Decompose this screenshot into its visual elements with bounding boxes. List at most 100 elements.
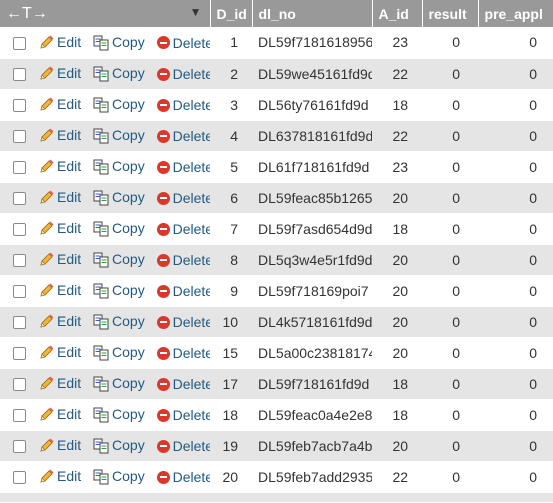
edit-button[interactable]: Edit: [38, 34, 81, 51]
delete-button[interactable]: Delete: [156, 97, 210, 113]
edit-button[interactable]: Edit: [38, 375, 81, 392]
copy-button[interactable]: Copy: [93, 313, 145, 330]
delete-button[interactable]: Delete: [156, 159, 210, 175]
column-header-d-id[interactable]: D_id: [210, 0, 253, 27]
delete-icon: [156, 253, 170, 267]
cell-a-id: 20: [392, 251, 409, 268]
delete-label: Delete: [172, 344, 211, 361]
delete-button[interactable]: Delete: [156, 35, 210, 51]
cell-pre-appl: 0: [529, 34, 538, 51]
cell-pre-appl: 0: [529, 251, 538, 268]
cell-dl-no: DL5q3w4e5r1fd9d: [258, 251, 373, 268]
row-checkbox[interactable]: [12, 68, 26, 82]
copy-button[interactable]: Copy: [93, 127, 145, 144]
row-checkbox[interactable]: [12, 440, 26, 454]
copy-button[interactable]: Copy: [93, 96, 145, 113]
row-actions: Edit Copy Delete: [38, 182, 210, 213]
column-resize-arrows[interactable]: ←T→ ▼: [0, 0, 211, 27]
row-checkbox[interactable]: [12, 471, 26, 485]
table-row: Edit Copy Delete 10 DL4k5718161fd9d 20 0…: [0, 306, 553, 337]
cell-d-id: 9: [230, 282, 239, 299]
cell-a-id: 20: [392, 344, 409, 361]
edit-button[interactable]: Edit: [38, 220, 81, 237]
row-actions: Edit Copy Delete: [38, 430, 210, 461]
row-checkbox[interactable]: [12, 409, 26, 423]
delete-icon: [156, 67, 170, 81]
column-header-dl-no[interactable]: dl_no: [252, 0, 373, 27]
delete-button[interactable]: Delete: [156, 469, 210, 485]
edit-button[interactable]: Edit: [38, 65, 81, 82]
copy-label: Copy: [112, 251, 145, 268]
row-checkbox[interactable]: [12, 130, 26, 144]
delete-button[interactable]: Delete: [156, 190, 210, 206]
delete-button[interactable]: Delete: [156, 128, 210, 144]
arrows-label: ←T→: [6, 4, 48, 22]
delete-button[interactable]: Delete: [156, 283, 210, 299]
row-checkbox[interactable]: [12, 37, 26, 51]
delete-label: Delete: [172, 406, 211, 423]
cell-dl-no: DL59feb7acb7a4b: [258, 437, 373, 454]
delete-button[interactable]: Delete: [156, 252, 210, 268]
row-checkbox[interactable]: [12, 99, 26, 113]
row-select-cell: [0, 27, 38, 58]
delete-button[interactable]: Delete: [156, 406, 211, 423]
edit-button[interactable]: Edit: [38, 96, 81, 113]
edit-button[interactable]: Edit: [38, 127, 81, 144]
copy-button[interactable]: Copy: [93, 251, 145, 268]
edit-button[interactable]: Edit: [38, 437, 81, 454]
edit-button[interactable]: Edit: [38, 313, 81, 330]
cell-d-id: 18: [222, 406, 239, 423]
delete-button[interactable]: Delete: [156, 344, 211, 361]
edit-button[interactable]: Edit: [38, 406, 81, 423]
delete-icon: [156, 129, 170, 143]
copy-label: Copy: [112, 189, 145, 206]
edit-button[interactable]: Edit: [38, 251, 81, 268]
row-checkbox[interactable]: [12, 347, 26, 361]
edit-button[interactable]: Edit: [38, 468, 81, 485]
row-checkbox[interactable]: [12, 285, 26, 299]
row-actions: Edit Copy Delete: [38, 461, 210, 492]
delete-button[interactable]: Delete: [156, 221, 210, 237]
copy-button[interactable]: Copy: [93, 375, 145, 392]
column-header-a-id[interactable]: A_id: [372, 0, 423, 27]
table-row-partial: [0, 492, 553, 502]
row-checkbox[interactable]: [12, 223, 26, 237]
copy-icon: [93, 97, 109, 113]
cell-dl-no: DL59feb7add2935: [258, 468, 373, 485]
delete-button[interactable]: Delete: [156, 438, 210, 454]
cell-dl-no: DL56ty76161fd9d: [258, 96, 369, 113]
edit-button[interactable]: Edit: [38, 344, 81, 361]
row-checkbox[interactable]: [12, 378, 26, 392]
row-checkbox[interactable]: [12, 254, 26, 268]
edit-button[interactable]: Edit: [38, 158, 81, 175]
copy-button[interactable]: Copy: [93, 344, 145, 361]
cell-d-id: 6: [230, 189, 239, 206]
cell-d-id: 2: [230, 65, 239, 82]
copy-button[interactable]: Copy: [93, 282, 145, 299]
row-checkbox[interactable]: [12, 316, 26, 330]
triangle-down-icon[interactable]: ▼: [189, 4, 202, 19]
delete-button[interactable]: Delete: [156, 376, 210, 392]
row-checkbox[interactable]: [12, 161, 26, 175]
delete-icon: [156, 284, 170, 298]
edit-button[interactable]: Edit: [38, 189, 81, 206]
edit-button[interactable]: Edit: [38, 282, 81, 299]
copy-button[interactable]: Copy: [93, 158, 145, 175]
copy-button[interactable]: Copy: [93, 65, 145, 82]
edit-label: Edit: [57, 313, 82, 330]
copy-button[interactable]: Copy: [93, 406, 145, 423]
copy-button[interactable]: Copy: [93, 189, 145, 206]
copy-button[interactable]: Copy: [93, 437, 145, 454]
copy-button[interactable]: Copy: [93, 468, 145, 485]
delete-button[interactable]: Delete: [156, 66, 210, 82]
delete-button[interactable]: Delete: [156, 314, 210, 330]
column-header-result[interactable]: result: [422, 0, 479, 27]
row-checkbox[interactable]: [12, 192, 26, 206]
cell-result: 0: [452, 34, 461, 51]
copy-icon: [93, 252, 109, 268]
row-select-cell: [0, 213, 38, 244]
column-header-pre-appl[interactable]: pre_appl: [478, 0, 553, 27]
copy-button[interactable]: Copy: [93, 220, 145, 237]
copy-button[interactable]: Copy: [93, 34, 145, 51]
